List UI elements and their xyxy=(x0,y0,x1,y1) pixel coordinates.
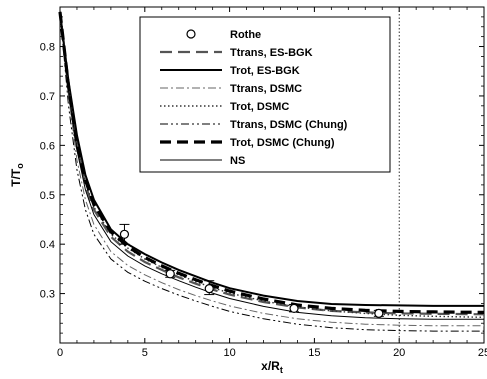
axis-ticks: 0 5 10 15 20 25 0.3 0.4 0.5 0.6 0.7 0.8 xyxy=(40,7,487,359)
rothe-marker xyxy=(374,308,384,318)
rothe-marker xyxy=(204,284,214,294)
legend-box xyxy=(139,16,391,173)
series-line-4 xyxy=(59,11,484,332)
x-tick-label: 0 xyxy=(57,347,63,359)
x-axis-label: x/Rt xyxy=(261,359,283,375)
x-tick-label: 20 xyxy=(393,347,405,359)
marker-layer xyxy=(119,223,384,318)
legend-label-rothe: Rothe xyxy=(230,29,261,41)
legend-label-5: Trot, DSMC (Chung) xyxy=(230,137,335,149)
y-tick-label: 0.6 xyxy=(40,140,55,152)
y-tick-label: 0.5 xyxy=(40,190,55,202)
legend-label-3: Trot, DSMC xyxy=(230,101,289,113)
legend-label-1: Trot, ES-BGK xyxy=(230,65,300,77)
y-tick-label: 0.3 xyxy=(40,289,55,301)
rothe-marker xyxy=(119,229,130,239)
rothe-marker xyxy=(289,303,299,314)
x-axis-label-sub: t xyxy=(280,365,283,375)
y-tick-label: 0.4 xyxy=(40,239,55,251)
y-tick-label: 0.7 xyxy=(40,91,55,103)
x-tick-label: 15 xyxy=(308,347,320,359)
series-line-6 xyxy=(59,11,484,320)
legend-label-2: Ttrans, DSMC xyxy=(230,83,302,95)
x-tick-label: 5 xyxy=(142,347,148,359)
legend-label-4: Ttrans, DSMC (Chung) xyxy=(230,119,348,131)
y-axis-label-sub: o xyxy=(15,163,25,169)
series-line-5 xyxy=(58,11,485,314)
legend-symbol-rothe xyxy=(186,29,196,39)
legend-label-6: NS xyxy=(230,155,245,167)
legend: Rothe Ttrans, ES-BGK Trot, ES-BGK Ttrans, D… xyxy=(139,16,391,173)
y-axis-label: T/To xyxy=(9,163,25,187)
x-tick-label: 25 xyxy=(478,347,487,359)
y-tick-label: 0.8 xyxy=(40,42,55,54)
series-line-2 xyxy=(59,11,484,327)
x-axis-label-main: x/R xyxy=(261,359,280,373)
y-axis-label-main: T/T xyxy=(9,168,23,187)
series-line-1 xyxy=(59,11,484,307)
rothe-marker xyxy=(165,269,175,279)
x-tick-label: 10 xyxy=(223,347,235,359)
series-layer xyxy=(58,11,485,332)
legend-label-0: Ttrans, ES-BGK xyxy=(230,47,313,59)
